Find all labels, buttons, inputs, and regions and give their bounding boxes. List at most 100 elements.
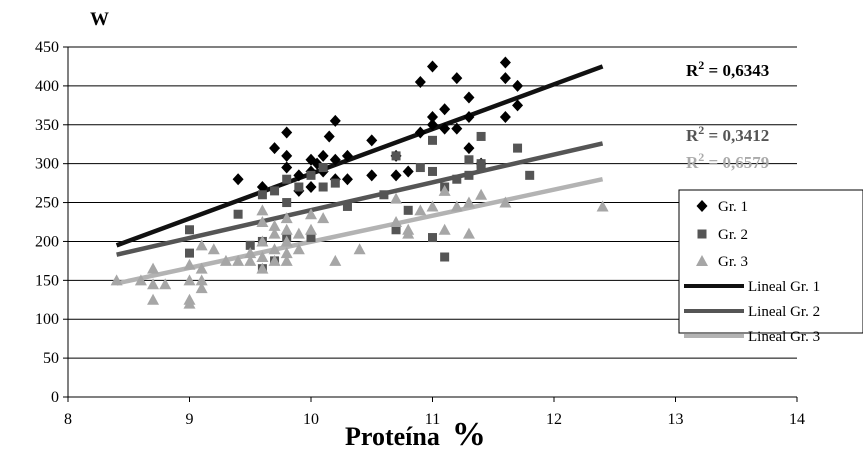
point-gr-1-12 <box>317 149 329 162</box>
point-gr-2-18 <box>342 201 352 211</box>
legend-label-gr-3: Gr. 3 <box>718 254 748 270</box>
x-tick-label-14: 14 <box>789 411 805 428</box>
point-gr-3-3 <box>147 278 160 290</box>
point-gr-3-17 <box>244 247 257 259</box>
point-gr-2-17 <box>330 178 340 188</box>
point-gr-3-10 <box>195 239 208 251</box>
point-gr-2-4 <box>257 190 267 200</box>
point-gr-3-5 <box>159 278 172 290</box>
point-gr-2-33 <box>476 163 486 173</box>
point-gr-3-46 <box>438 184 451 196</box>
point-gr-2-19 <box>379 190 389 200</box>
x-tick-label-13: 13 <box>668 411 684 428</box>
x-tick-label-9: 9 <box>186 411 194 428</box>
y-tick-label-100: 100 <box>35 311 59 328</box>
x-tick-label-10: 10 <box>303 411 319 428</box>
axes <box>67 47 798 402</box>
point-gr-3-1 <box>134 274 147 286</box>
point-gr-3-12 <box>195 274 208 286</box>
data-points <box>110 56 609 309</box>
point-gr-1-34 <box>463 91 475 104</box>
point-gr-3-50 <box>462 227 475 239</box>
point-gr-1-16 <box>329 114 341 127</box>
point-gr-1-14 <box>323 130 335 143</box>
point-gr-3-34 <box>292 243 305 255</box>
r2-label-gr-1: R2 = 0,6343 <box>686 58 769 80</box>
point-gr-3-7 <box>183 274 196 286</box>
r2-label-gr-3: R2 = 0,6579 <box>686 150 769 172</box>
point-gr-3-49 <box>462 196 475 208</box>
point-gr-1-15 <box>329 153 341 166</box>
trendline-gr-2 <box>116 141 604 257</box>
point-gr-1-41 <box>512 79 524 92</box>
x-tick-label-11: 11 <box>425 411 440 428</box>
point-gr-2-29 <box>452 174 462 184</box>
point-gr-1-38 <box>499 56 511 69</box>
point-gr-2-1 <box>185 248 194 258</box>
point-gr-3-23 <box>256 262 269 274</box>
y-tick-label-350: 350 <box>35 117 59 134</box>
point-gr-3-52 <box>499 196 512 208</box>
point-gr-1-28 <box>427 118 438 131</box>
point-gr-1-21 <box>366 169 378 182</box>
legend-marker-gr-1 <box>696 200 708 212</box>
y-tick-label-50: 50 <box>43 350 59 367</box>
point-gr-2-30 <box>464 155 474 165</box>
y-tick-label-400: 400 <box>35 78 59 95</box>
legend-marker-gr-2 <box>697 229 707 239</box>
point-gr-3-26 <box>268 243 281 255</box>
point-gr-1-29 <box>427 111 438 123</box>
point-gr-2-20 <box>391 151 401 161</box>
point-gr-1-6 <box>293 169 305 182</box>
point-gr-2-34 <box>476 131 486 141</box>
trendlines <box>115 64 604 286</box>
point-gr-2-7 <box>270 186 280 196</box>
point-gr-1-39 <box>499 72 511 85</box>
point-gr-2-31 <box>464 170 474 180</box>
point-gr-1-4 <box>281 149 293 162</box>
point-gr-2-35 <box>513 143 523 153</box>
y-tick-label-250: 250 <box>35 195 59 212</box>
point-gr-2-21 <box>391 225 401 235</box>
point-gr-1-24 <box>402 165 414 178</box>
point-gr-2-2 <box>233 209 243 219</box>
point-gr-1-40 <box>499 111 511 123</box>
point-gr-2-23 <box>415 163 425 173</box>
point-gr-1-27 <box>427 60 438 73</box>
point-gr-3-13 <box>195 282 208 294</box>
point-gr-1-42 <box>512 99 524 112</box>
point-gr-3-38 <box>329 254 342 266</box>
point-gr-1-2 <box>269 142 281 155</box>
y-tick-labels: 0 50 100 150 200 250 300 350 400 450 <box>35 39 59 406</box>
point-gr-3-4 <box>147 293 160 305</box>
point-gr-3-6 <box>183 258 196 270</box>
point-gr-1-32 <box>451 72 463 85</box>
point-gr-3-30 <box>280 235 293 247</box>
point-gr-3-47 <box>438 223 451 235</box>
x-axis-label-text: Proteína <box>345 422 440 451</box>
y-tick-label-200: 200 <box>35 233 59 250</box>
point-gr-3-32 <box>280 254 293 266</box>
point-gr-2-12 <box>294 182 304 192</box>
point-gr-1-3 <box>281 126 293 139</box>
point-gr-3-51 <box>475 188 488 200</box>
point-gr-2-22 <box>403 205 413 215</box>
y-tick-label-450: 450 <box>35 39 59 56</box>
point-gr-2-0 <box>185 225 194 235</box>
point-gr-1-0 <box>232 173 244 186</box>
point-gr-1-33 <box>451 122 463 135</box>
x-tick-labels: 8 9 10 11 12 13 14 <box>64 411 805 428</box>
point-gr-3-44 <box>414 204 427 216</box>
point-gr-3-0 <box>110 274 123 286</box>
point-gr-3-35 <box>305 208 317 220</box>
point-gr-2-15 <box>318 163 328 173</box>
point-gr-3-36 <box>305 223 317 235</box>
point-gr-2-16 <box>318 182 328 192</box>
point-gr-1-31 <box>439 103 451 116</box>
point-gr-3-41 <box>390 216 403 227</box>
point-gr-2-10 <box>282 198 292 208</box>
point-gr-3-14 <box>207 243 220 255</box>
y-tick-label-150: 150 <box>35 272 59 289</box>
point-gr-1-19 <box>341 173 353 186</box>
